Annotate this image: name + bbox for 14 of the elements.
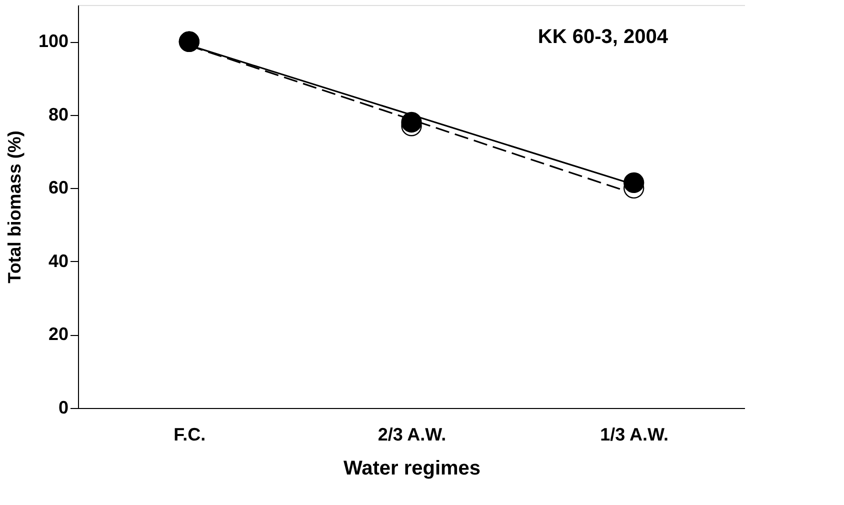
y-tick-label: 40 xyxy=(48,250,68,271)
x-tick-label: 1/3 A.W. xyxy=(600,424,669,444)
x-tick-label: F.C. xyxy=(174,424,206,444)
x-axis-title: Water regimes xyxy=(343,458,481,480)
y-tick-label: 0 xyxy=(58,398,68,418)
y-tick-label: 80 xyxy=(48,104,68,124)
x-tick-label: 2/3 A.W. xyxy=(378,424,446,444)
y-tick-label: 100 xyxy=(38,31,68,52)
point xyxy=(401,112,422,133)
y-tick-label: 20 xyxy=(48,324,68,344)
annotation: KK 60-3, 2004 xyxy=(538,26,669,48)
point xyxy=(623,172,644,194)
y-axis-title: Total biomass (%) xyxy=(4,130,24,284)
y-tick-label: 60 xyxy=(48,178,68,198)
